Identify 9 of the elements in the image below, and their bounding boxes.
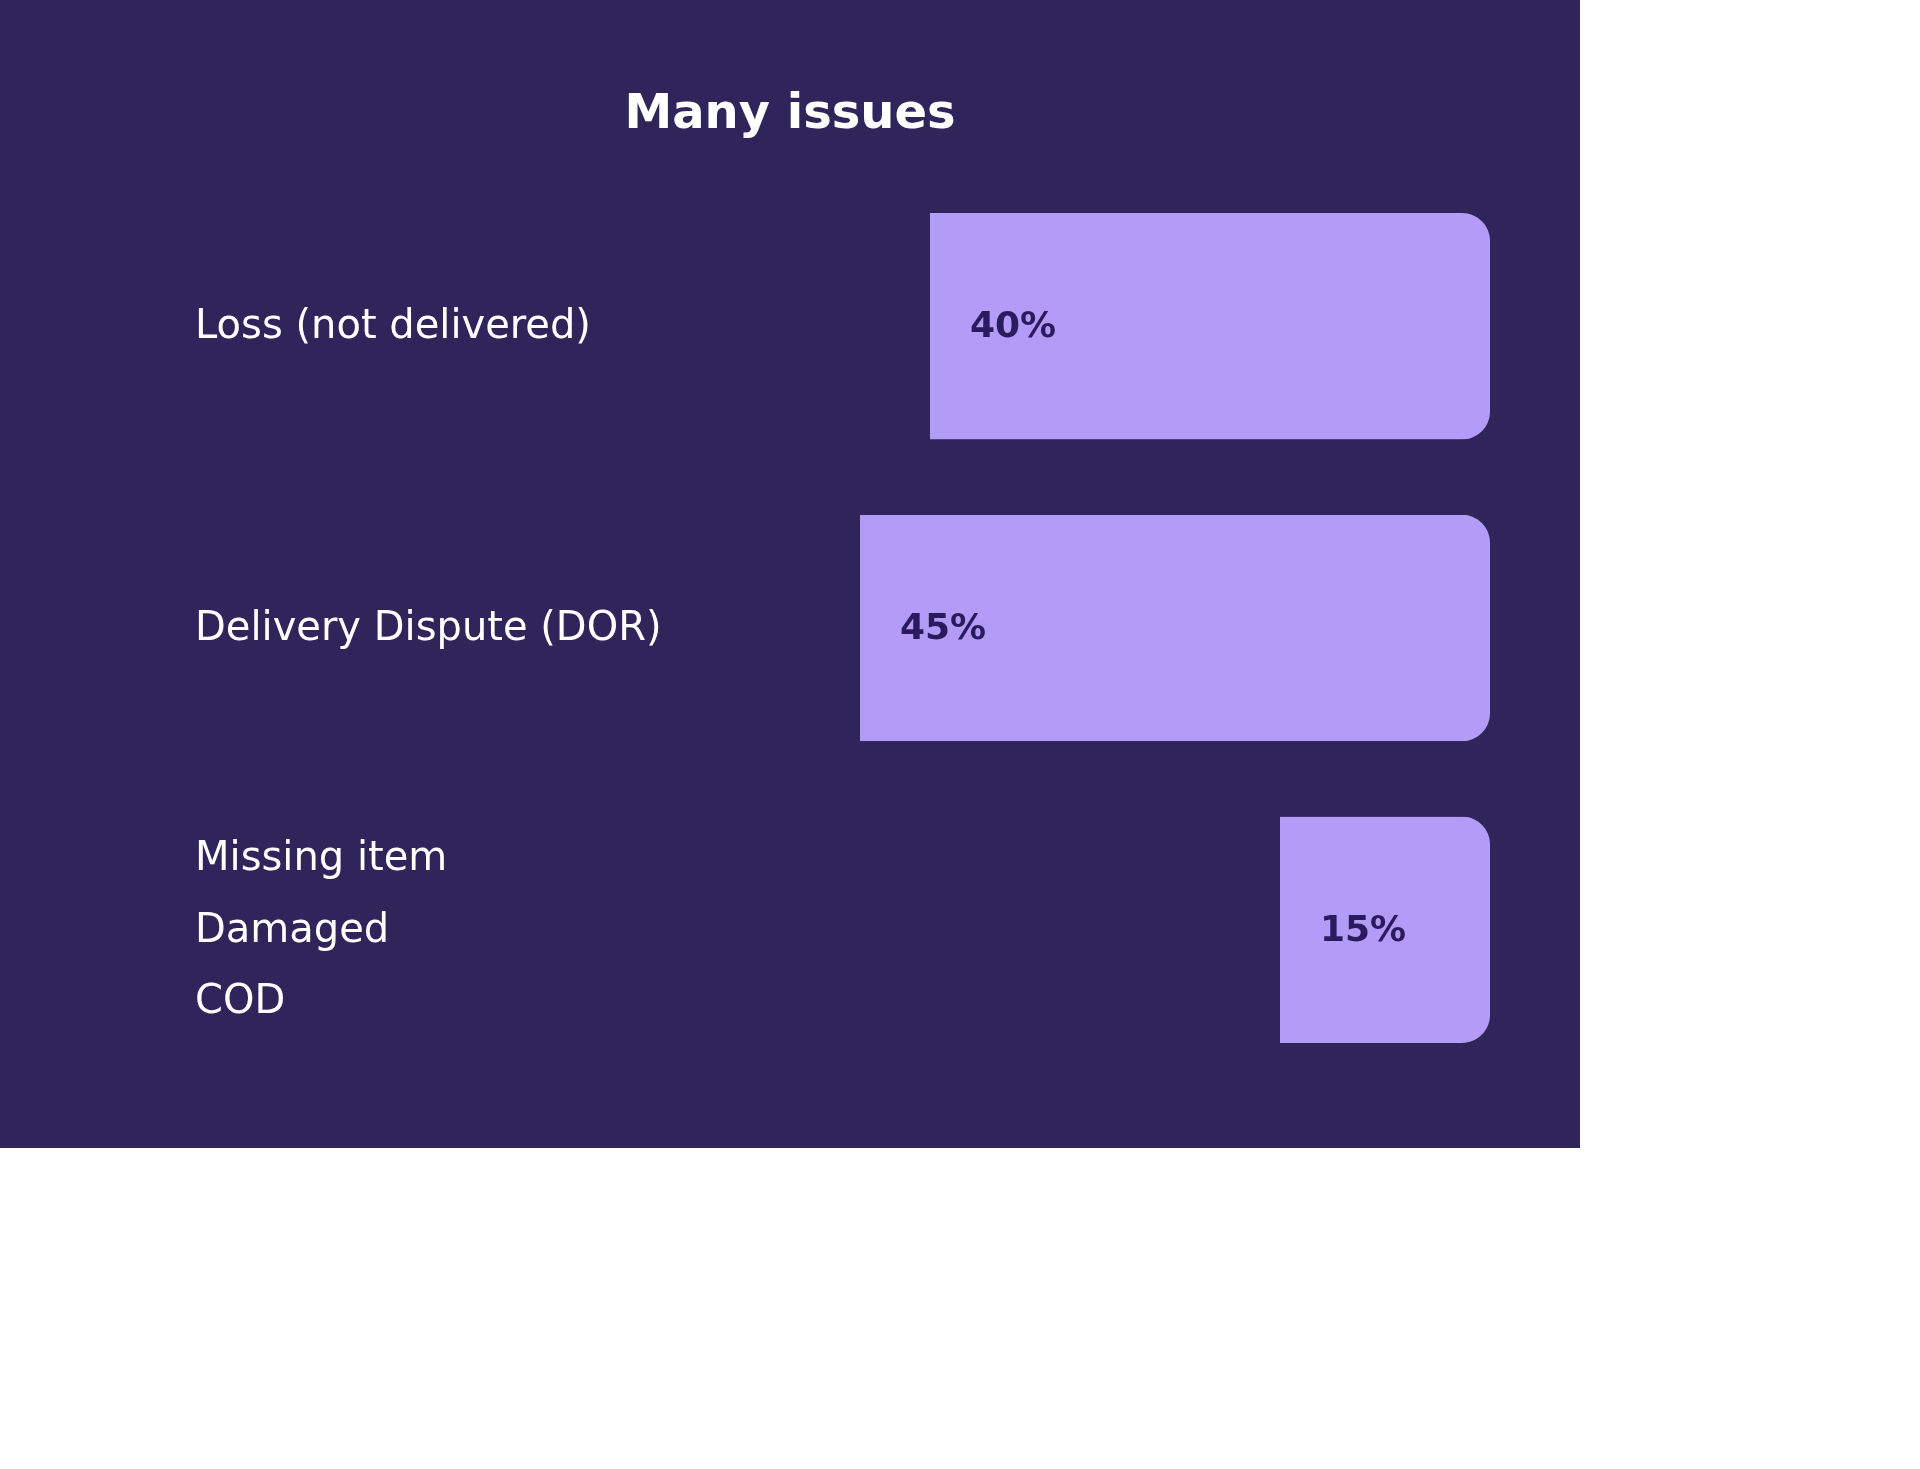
y-tick-label: Delivery Dispute (DOR): [195, 603, 662, 649]
data-label: 40%: [970, 304, 1057, 346]
chart-title: Many issues: [624, 83, 956, 139]
y-tick-label: Loss (not delivered): [195, 301, 591, 348]
data-label: 45%: [900, 606, 987, 647]
text: Missing item: [195, 833, 448, 880]
text: COD: [195, 976, 286, 1023]
data-label: 15%: [1320, 907, 1407, 949]
text: Damaged: [195, 904, 390, 951]
